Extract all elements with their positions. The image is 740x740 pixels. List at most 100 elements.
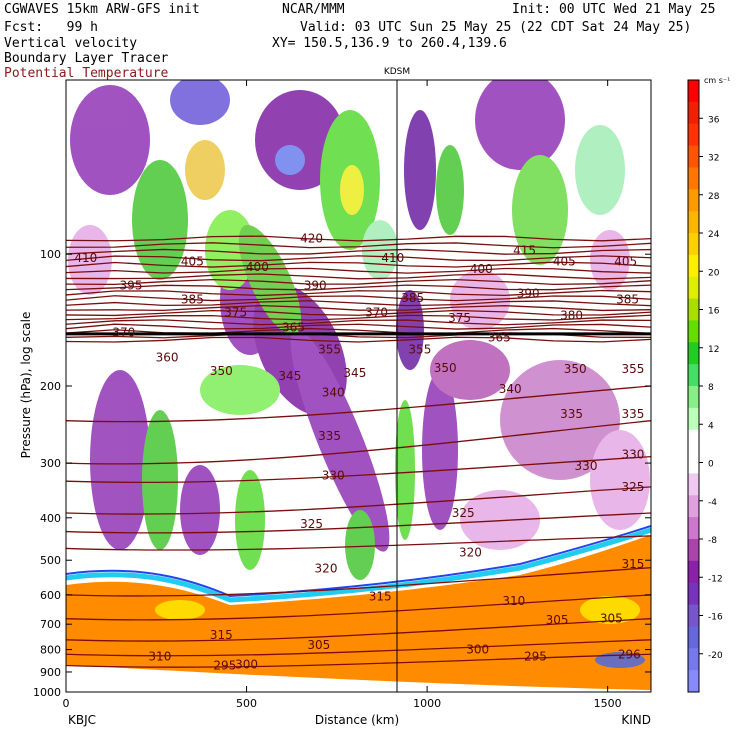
y-tick-label-9: 1000 — [33, 686, 61, 699]
colorbar-label-13: -16 — [708, 613, 723, 623]
colorbar: cm s⁻¹ 36 32 28 24 20 16 12 8 4 0 -4 -8 -12 -16 -20 — [687, 76, 730, 693]
theta-label-14: 385 — [616, 293, 639, 307]
colorbar-label-11: -8 — [708, 536, 717, 546]
theta-label-20: 365 — [282, 320, 305, 334]
theta-label-12: 385 — [401, 291, 424, 305]
theta-label-4: 410 — [381, 251, 404, 265]
theta-label-34: 335 — [560, 407, 583, 421]
theta-label-23: 355 — [318, 342, 341, 356]
colorbar-label-6: 12 — [708, 345, 719, 355]
theta-line-upper-0 — [66, 235, 651, 242]
colorbar-swatch-12 — [688, 342, 699, 365]
theta-label-42: 320 — [315, 561, 338, 575]
theta-label-40: 325 — [452, 506, 475, 520]
theta-label-27: 350 — [564, 362, 587, 376]
x-axis: 0 500 1000 1500 — [63, 80, 622, 710]
y-tick-label-4: 500 — [40, 554, 61, 567]
theta-label-11: 390 — [304, 279, 327, 293]
theta-label-1: 405 — [181, 255, 204, 269]
theta-line-upper-14 — [66, 314, 651, 321]
colorbar-swatch-13 — [688, 364, 699, 387]
theta-label-2: 400 — [246, 260, 269, 274]
theta-label-24: 355 — [408, 342, 431, 356]
theta-label-38: 330 — [621, 448, 644, 462]
colorbar-swatch-6 — [688, 211, 699, 234]
theta-label-30: 345 — [343, 366, 366, 380]
theta-label-19: 370 — [112, 326, 135, 340]
colorbar-swatch-18 — [688, 473, 699, 496]
colorbar-label-10: -4 — [708, 498, 717, 508]
forecast-hour: Fcst: 99 h — [4, 20, 98, 35]
theta-label-36: 330 — [322, 468, 345, 482]
theta-line-upper-16 — [66, 323, 651, 330]
theta-line-upper-3 — [66, 255, 651, 262]
theta-line-upper-12 — [66, 305, 651, 312]
theta-label-13: 390 — [517, 287, 540, 301]
theta-label-55: 295 — [213, 659, 236, 673]
field-potential-temperature: Potential Temperature — [4, 66, 169, 81]
theta-label-48: 305 — [546, 613, 569, 627]
potential-temperature-contours — [66, 235, 651, 668]
theta-line-lower-0 — [66, 385, 651, 423]
theta-label-17: 375 — [448, 311, 471, 325]
theta-line-upper-7 — [66, 278, 651, 286]
y-tick-label-3: 400 — [40, 512, 61, 525]
theta-line-upper-6 — [66, 273, 651, 280]
colorbar-swatch-23 — [688, 582, 699, 606]
colorbar-label-0: 36 — [708, 115, 720, 125]
theta-line-upper-9 — [66, 289, 651, 297]
colorbar-swatch-17 — [688, 451, 699, 474]
colorbar-swatch-5 — [688, 189, 699, 212]
colorbar-label-7: 8 — [708, 383, 714, 393]
theta-line-lower-5 — [66, 535, 651, 551]
colorbar-swatch-9 — [688, 276, 699, 300]
theta-label-6: 400 — [470, 262, 493, 276]
theta-label-39: 325 — [300, 517, 323, 531]
theta-line-upper-13 — [66, 309, 651, 317]
theta-label-56: 300 — [235, 657, 258, 671]
colorbar-swatch-8 — [688, 254, 699, 278]
theta-label-18: 380 — [560, 308, 583, 322]
theta-line-lower-10 — [66, 653, 651, 668]
x-tick-label-0: 0 — [63, 697, 70, 710]
theta-label-46: 310 — [502, 594, 525, 608]
y-tick-label-1: 200 — [40, 380, 61, 393]
colorbar-swatch-22 — [688, 560, 699, 584]
theta-line-upper-11 — [66, 300, 651, 307]
theta-label-51: 310 — [148, 650, 171, 664]
colorbar-label-14: -20 — [708, 651, 723, 661]
theta-line-lower-8 — [66, 618, 651, 642]
x-tick-label-3: 1500 — [594, 697, 622, 710]
center-label: NCAR/MMM — [282, 2, 345, 17]
colorbar-label-5: 16 — [708, 307, 720, 317]
theta-line-upper-10 — [66, 295, 651, 302]
colorbar-swatch-4 — [688, 167, 699, 190]
theta-line-upper-15 — [66, 319, 651, 326]
theta-label-44: 315 — [621, 557, 644, 571]
init-time: Init: 00 UTC Wed 21 May 25 — [512, 2, 716, 17]
theta-label-16: 370 — [365, 306, 388, 320]
theta-label-32: 340 — [499, 382, 522, 396]
colorbar-swatch-2 — [688, 123, 699, 147]
theta-label-28: 355 — [621, 362, 644, 376]
y-tick-label-6: 700 — [40, 618, 61, 631]
station-left-label: KBJC — [68, 713, 96, 727]
colorbar-label-12: -12 — [708, 574, 723, 584]
theta-label-35: 335 — [621, 407, 644, 421]
theta-label-21: 365 — [488, 331, 511, 345]
theta-line-lower-6 — [66, 567, 651, 597]
theta-label-3: 420 — [300, 231, 323, 245]
kdsm-label: KDSM — [384, 67, 410, 77]
plot-area: 410 405 400 420 410 415 400 405 405 395 385 390 385 3… — [66, 80, 651, 692]
colorbar-swatch-20 — [688, 517, 699, 540]
field-boundary-layer: Boundary Layer Tracer — [4, 51, 169, 66]
boundary-layer-edge-cyan — [66, 527, 651, 603]
x-tick-label-2: 1000 — [413, 697, 441, 710]
theta-label-22: 360 — [156, 350, 179, 364]
colorbar-label-4: 20 — [708, 268, 720, 278]
theta-line-lower-4 — [66, 512, 651, 534]
theta-label-7: 405 — [553, 255, 576, 269]
colorbar-swatch-19 — [688, 495, 699, 518]
theta-line-lower-2 — [66, 455, 651, 484]
field-vertical-velocity: Vertical velocity — [4, 36, 138, 51]
